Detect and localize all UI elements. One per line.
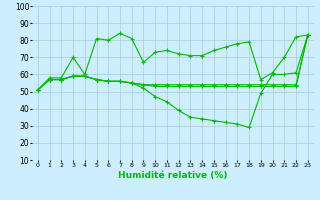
X-axis label: Humidité relative (%): Humidité relative (%) (118, 171, 228, 180)
